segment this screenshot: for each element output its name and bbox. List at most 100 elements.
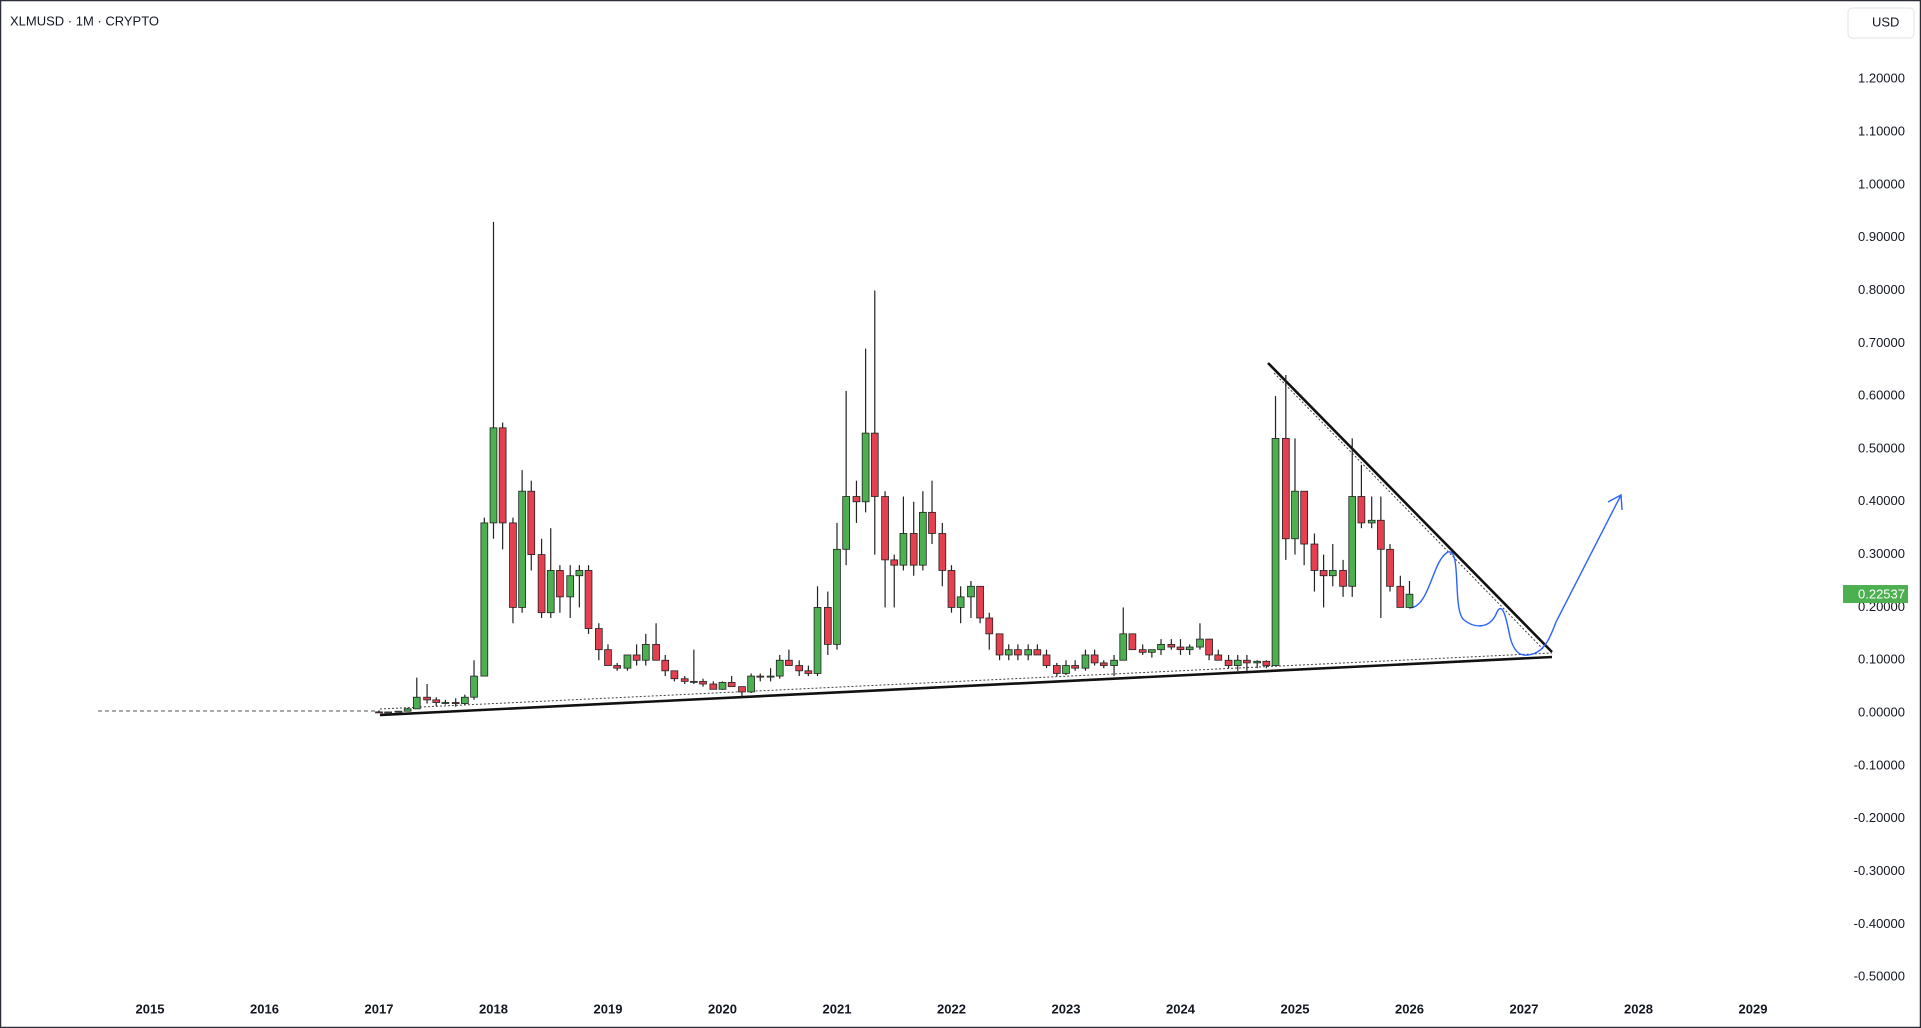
candle-body xyxy=(1214,654,1223,661)
x-tick-label: 2023 xyxy=(1052,1001,1081,1016)
currency-label[interactable]: USD xyxy=(1872,14,1899,29)
candle-body xyxy=(881,496,889,561)
candle-body xyxy=(1024,649,1033,656)
x-tick-label: 2025 xyxy=(1281,1001,1310,1016)
y-tick-label: 1.00000 xyxy=(1858,176,1905,191)
candle-body xyxy=(1014,649,1022,656)
candle-body xyxy=(451,702,460,704)
candle-body xyxy=(938,533,947,571)
candle-body xyxy=(1319,570,1328,577)
y-tick-label: 0.60000 xyxy=(1858,388,1905,403)
y-tick-label: 0.50000 xyxy=(1858,440,1905,455)
y-tick-label: 1.20000 xyxy=(1858,71,1905,86)
candle-body xyxy=(566,575,575,598)
y-tick-label: 0.70000 xyxy=(1858,335,1905,350)
candle-body xyxy=(842,496,850,550)
candle-body xyxy=(613,665,621,669)
candle-body xyxy=(813,607,822,674)
candle-body xyxy=(718,682,727,690)
x-tick-label: 2020 xyxy=(708,1001,737,1016)
candle-body xyxy=(1310,543,1319,571)
candle-body xyxy=(976,585,984,619)
candle-body xyxy=(919,511,927,566)
candle-body xyxy=(623,654,632,669)
x-tick-label: 2028 xyxy=(1624,1001,1653,1016)
candle-body xyxy=(1176,646,1185,651)
candle-body xyxy=(1339,570,1347,587)
x-tick-label: 2022 xyxy=(937,1001,966,1016)
candle-body xyxy=(861,432,870,503)
candle-body xyxy=(480,522,489,677)
candle-body xyxy=(747,675,755,693)
candle-body xyxy=(870,432,879,497)
candle-body xyxy=(1253,660,1262,664)
candle-body xyxy=(1224,659,1233,666)
support-dotted xyxy=(379,652,1553,710)
candle-body xyxy=(556,570,564,598)
candle-body xyxy=(632,654,641,661)
candle-body xyxy=(1281,437,1290,540)
candle-body xyxy=(1233,659,1242,666)
resistance-dotted xyxy=(1273,372,1544,650)
y-tick-label: 1.10000 xyxy=(1858,123,1905,138)
candle-body xyxy=(1148,649,1156,653)
chart-title: XLMUSD · 1M · CRYPTO xyxy=(10,13,159,28)
candle-body xyxy=(1328,570,1337,577)
candle-body xyxy=(661,659,670,672)
candle-body xyxy=(1357,496,1366,524)
candle-body xyxy=(967,585,975,598)
candle-body xyxy=(1052,665,1061,674)
y-tick-label: 0.30000 xyxy=(1858,546,1905,561)
candle-body xyxy=(766,675,775,678)
candle-body xyxy=(489,427,498,524)
candle-body xyxy=(995,633,1004,656)
candle-body xyxy=(852,496,861,503)
candle-body xyxy=(1042,654,1051,666)
candle-body xyxy=(785,659,793,666)
candle-body xyxy=(1348,496,1357,587)
candle-body xyxy=(641,643,650,661)
candle-body xyxy=(604,649,612,666)
candle-body xyxy=(498,427,507,524)
candle-body xyxy=(423,696,431,701)
y-tick-label: 0.80000 xyxy=(1858,282,1905,297)
support-trendline xyxy=(379,655,1553,717)
candle-body xyxy=(1099,662,1108,666)
candle-body xyxy=(1110,659,1118,666)
candle-body xyxy=(527,490,536,556)
candle-body xyxy=(1291,490,1299,540)
currency-button[interactable] xyxy=(1847,7,1915,39)
y-tick-label: 0.10000 xyxy=(1858,652,1905,667)
candle-body xyxy=(432,699,441,703)
candle-body xyxy=(709,683,718,690)
y-tick-label: 0.40000 xyxy=(1858,493,1905,508)
candle-body xyxy=(441,702,450,704)
candle-body xyxy=(775,659,784,677)
candle-body xyxy=(1090,654,1099,664)
candle-body xyxy=(1128,633,1137,651)
x-tick-label: 2016 xyxy=(250,1001,279,1016)
candle-body xyxy=(804,670,813,674)
candle-body xyxy=(795,665,804,672)
x-tick-label: 2017 xyxy=(365,1001,394,1016)
y-tick-label: -0.30000 xyxy=(1854,863,1905,878)
candle-body xyxy=(670,670,679,680)
y-tick-label: -0.20000 xyxy=(1854,810,1905,825)
candle-body xyxy=(956,596,965,608)
candle-body xyxy=(1386,548,1394,587)
candle-body xyxy=(833,548,841,645)
candle-body xyxy=(518,490,526,608)
projection-arrowhead xyxy=(1607,493,1623,511)
candle-body xyxy=(1367,519,1376,524)
candle-body xyxy=(1033,649,1042,656)
candle-body xyxy=(1081,654,1090,669)
candle-body xyxy=(394,710,403,713)
candle-body xyxy=(375,711,383,714)
candle-body xyxy=(928,511,936,534)
candle-body xyxy=(738,686,746,693)
candle-body xyxy=(652,643,660,661)
x-tick-label: 2015 xyxy=(136,1001,165,1016)
x-tick-label: 2021 xyxy=(823,1001,852,1016)
